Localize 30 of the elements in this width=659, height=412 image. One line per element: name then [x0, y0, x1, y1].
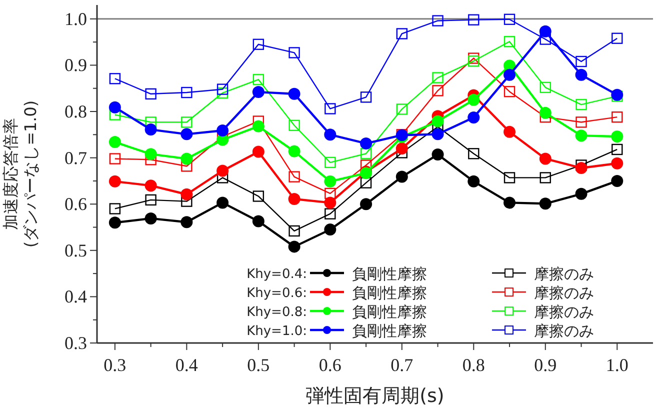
legend-label: 摩擦のみ: [534, 265, 594, 283]
x-tick-label: 0.7: [390, 355, 414, 375]
legend-label: 負剛性摩擦: [352, 322, 427, 340]
legend-label: 負剛性摩擦: [352, 265, 427, 283]
y-tick-label: 0.6: [64, 194, 87, 214]
annotation: Khy=1.0:: [246, 324, 307, 339]
x-tick-label: 0.6: [318, 355, 342, 375]
legend-label: 摩擦のみ: [534, 322, 594, 340]
y-tick-label: 0.5: [64, 240, 87, 260]
y-tick-label: 1.0: [64, 8, 87, 29]
y-tick-label: 0.8: [64, 101, 87, 122]
y-tick-label: 0.4: [64, 286, 87, 307]
legend-label: 負剛性摩擦: [352, 284, 427, 302]
annotation: Khy=0.4:: [246, 267, 307, 282]
legend-label: 摩擦のみ: [534, 303, 594, 321]
annotation: Khy=0.8:: [246, 305, 307, 320]
y-axis-title: 加速度応答倍率 (ダンパーなし=1.0): [1, 100, 40, 248]
x-tick-label: 1.0: [606, 355, 628, 375]
x-axis-title: 弾性固有周期(s): [306, 385, 444, 407]
y-tick-label: 0.9: [64, 55, 87, 76]
y-tick-label: 0.7: [64, 148, 87, 168]
legend-label: 負剛性摩擦: [352, 303, 427, 321]
x-tick-label: 0.9: [534, 355, 557, 375]
x-tick-label: 0.3: [104, 355, 126, 375]
x-tick-label: 0.8: [462, 355, 485, 375]
annotation: Khy=0.6:: [246, 286, 307, 301]
y-tick-label: 0.3: [64, 333, 87, 353]
legend-label: 摩擦のみ: [534, 284, 594, 302]
x-tick-label: 0.5: [247, 355, 270, 375]
x-tick-label: 0.4: [175, 355, 198, 375]
